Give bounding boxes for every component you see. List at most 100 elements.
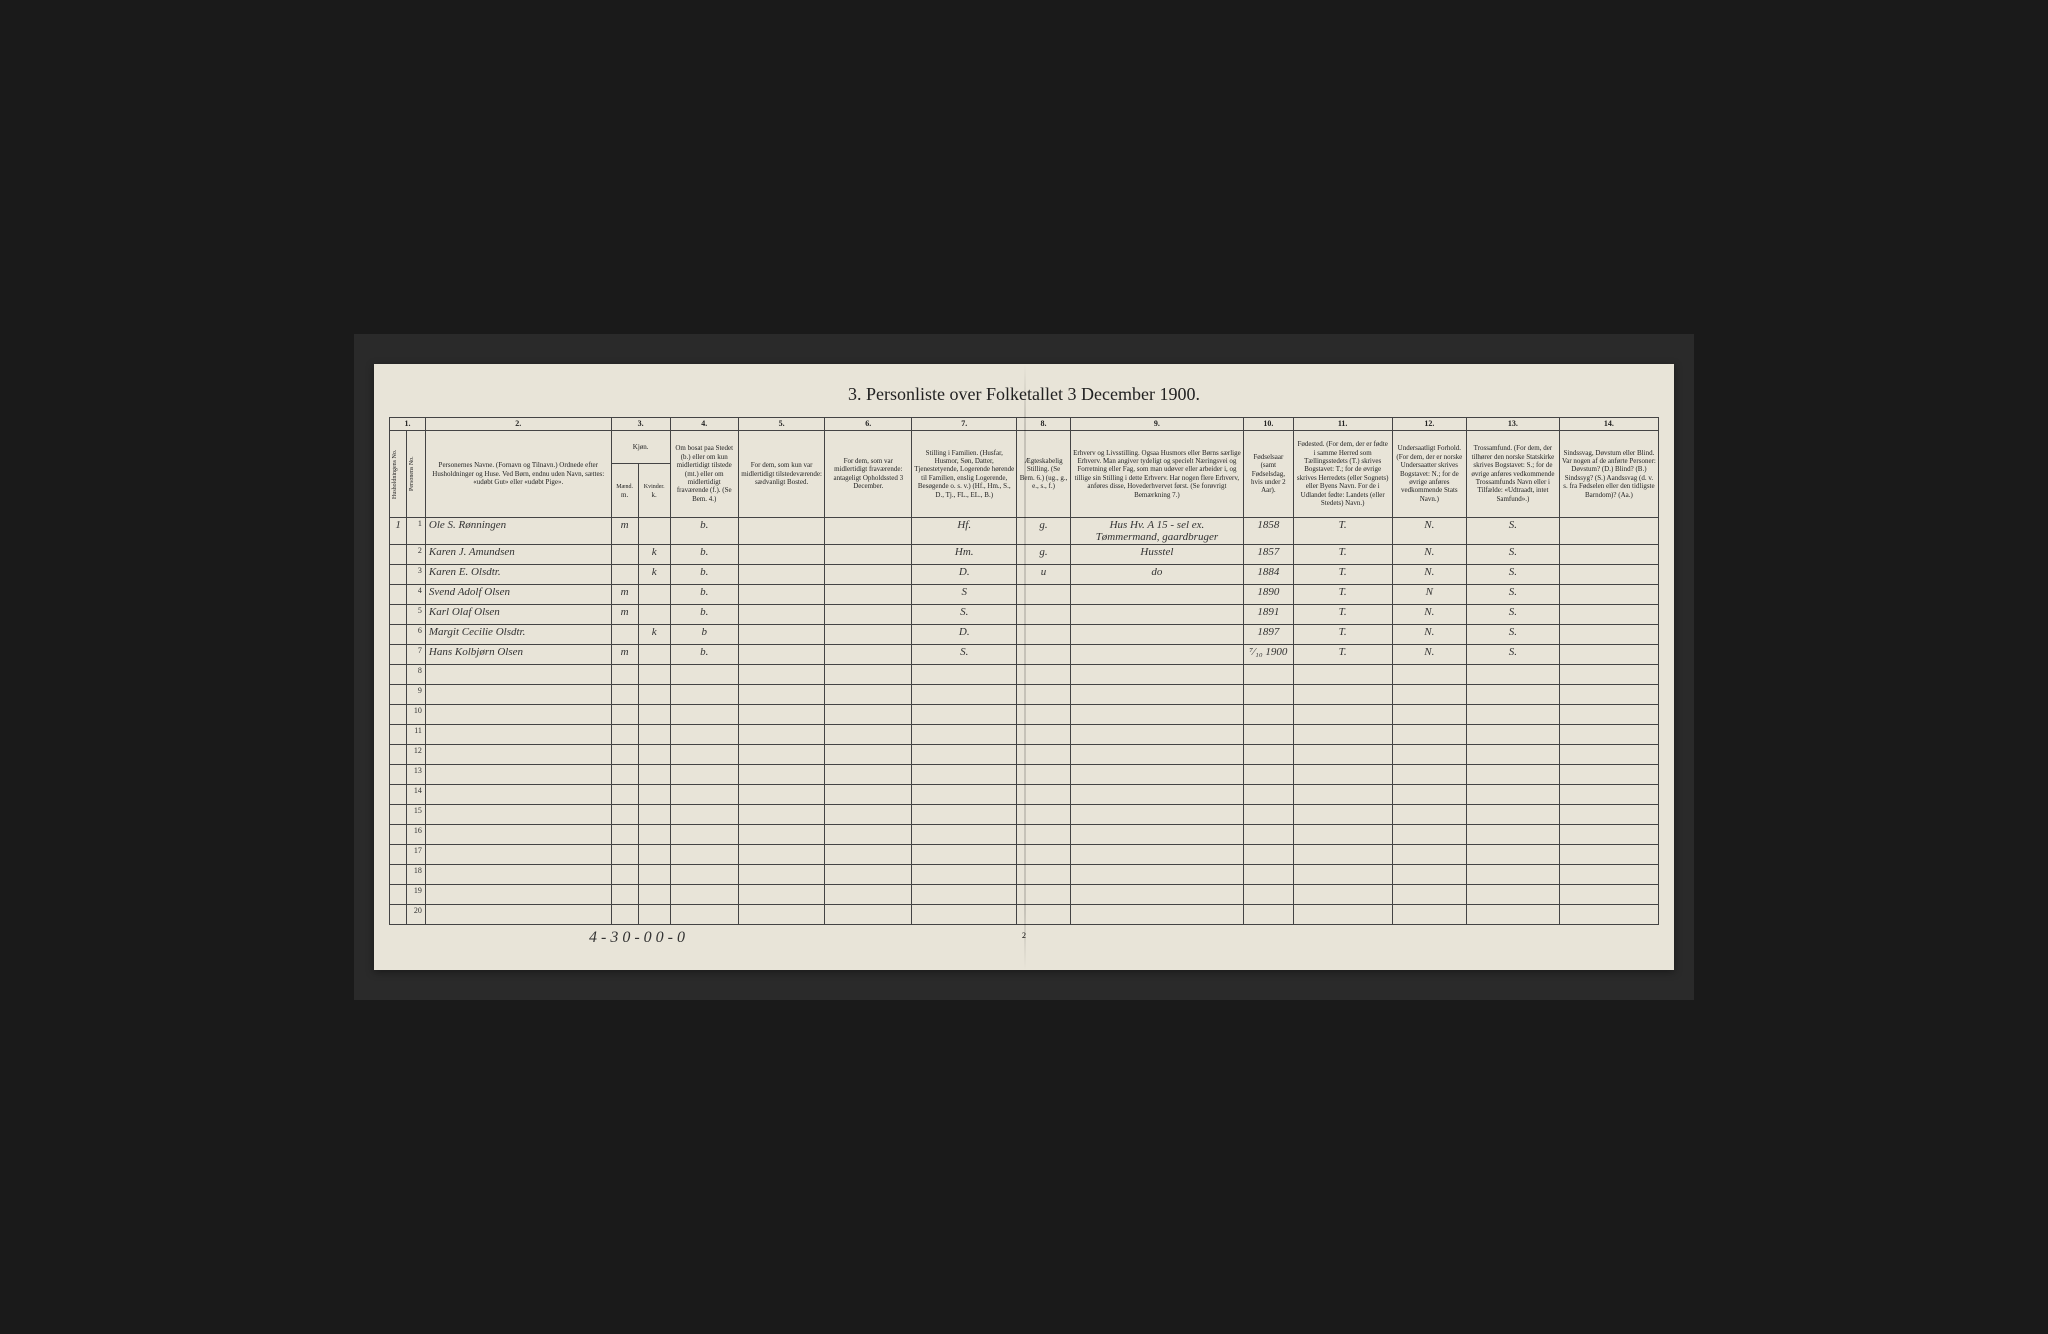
cell xyxy=(390,824,407,844)
cell xyxy=(670,704,738,724)
cell-hh xyxy=(390,544,407,564)
header-residence: Om bosat paa Stedet (b.) eller om kun mi… xyxy=(670,430,738,517)
cell-male xyxy=(611,564,638,584)
cell xyxy=(1466,664,1559,684)
cell xyxy=(1017,864,1070,884)
cell xyxy=(1559,824,1658,844)
cell-person-no: 7 xyxy=(407,644,426,664)
cell xyxy=(611,904,638,924)
cell xyxy=(1017,744,1070,764)
cell xyxy=(1070,844,1243,864)
cell-name: Svend Adolf Olsen xyxy=(425,584,611,604)
cell-person-no: 9 xyxy=(407,684,426,704)
cell xyxy=(638,764,670,784)
cell xyxy=(390,884,407,904)
header-religion: Trossamfund. (For dem, der tilhører den … xyxy=(1466,430,1559,517)
cell xyxy=(1244,704,1294,724)
col-num: 3. xyxy=(611,418,670,431)
cell xyxy=(1244,804,1294,824)
cell-name: Hans Kolbjørn Olsen xyxy=(425,644,611,664)
cell-marital: g. xyxy=(1017,517,1070,544)
cell xyxy=(611,884,638,904)
table-row-empty: 20 xyxy=(390,904,1659,924)
header-name: Personernes Navne. (Fornavn og Tilnavn.)… xyxy=(425,430,611,517)
cell xyxy=(1017,724,1070,744)
cell xyxy=(1392,784,1466,804)
cell xyxy=(1293,844,1392,864)
cell xyxy=(425,904,611,924)
col-num: 14. xyxy=(1559,418,1658,431)
cell xyxy=(638,744,670,764)
cell xyxy=(825,844,912,864)
cell-birthplace: T. xyxy=(1293,544,1392,564)
cell-religion: S. xyxy=(1466,517,1559,544)
table-body: 11Ole S. Rønningenmb.Hf.g.Hus Hv. A 15 -… xyxy=(390,517,1659,924)
cell xyxy=(1392,684,1466,704)
cell xyxy=(1017,844,1070,864)
cell xyxy=(912,664,1017,684)
cell xyxy=(738,664,825,684)
cell xyxy=(1070,664,1243,684)
cell-marital xyxy=(1017,624,1070,644)
cell-c6 xyxy=(825,624,912,644)
cell xyxy=(1293,804,1392,824)
cell-disability xyxy=(1559,517,1658,544)
cell xyxy=(1293,824,1392,844)
cell-nationality: N xyxy=(1392,584,1466,604)
header-disability: Sindssvag, Døvstum eller Blind. Var noge… xyxy=(1559,430,1658,517)
cell-disability xyxy=(1559,644,1658,664)
cell-person-no: 20 xyxy=(407,904,426,924)
cell xyxy=(611,844,638,864)
cell xyxy=(825,704,912,724)
cell-c6 xyxy=(825,544,912,564)
cell-occupation xyxy=(1070,644,1243,664)
cell-hh xyxy=(390,624,407,644)
cell xyxy=(825,884,912,904)
header-male: Mænd.m. xyxy=(611,464,638,518)
cell xyxy=(1392,804,1466,824)
cell-female xyxy=(638,604,670,624)
cell xyxy=(638,664,670,684)
table-row-empty: 14 xyxy=(390,784,1659,804)
cell xyxy=(1392,664,1466,684)
cell-family-pos: S. xyxy=(912,604,1017,624)
table-row: 7Hans Kolbjørn Olsenmb.S.⁷⁄₁₀ 1900T.N.S. xyxy=(390,644,1659,664)
cell-religion: S. xyxy=(1466,604,1559,624)
cell xyxy=(738,704,825,724)
cell-religion: S. xyxy=(1466,544,1559,564)
cell xyxy=(670,764,738,784)
cell xyxy=(1392,904,1466,924)
cell xyxy=(390,784,407,804)
cell xyxy=(390,904,407,924)
cell xyxy=(670,664,738,684)
cell xyxy=(1293,884,1392,904)
cell xyxy=(1244,884,1294,904)
cell xyxy=(638,864,670,884)
cell xyxy=(738,784,825,804)
cell xyxy=(1392,844,1466,864)
cell-marital: g. xyxy=(1017,544,1070,564)
cell-person-no: 17 xyxy=(407,844,426,864)
cell-female xyxy=(638,584,670,604)
cell-religion: S. xyxy=(1466,624,1559,644)
cell xyxy=(1293,704,1392,724)
cell xyxy=(1293,784,1392,804)
cell-hh xyxy=(390,584,407,604)
cell-name: Margit Cecilie Olsdtr. xyxy=(425,624,611,644)
cell-birth-year: ⁷⁄₁₀ 1900 xyxy=(1244,644,1294,664)
cell xyxy=(425,864,611,884)
table-row-empty: 10 xyxy=(390,704,1659,724)
cell xyxy=(1070,724,1243,744)
cell-family-pos: Hf. xyxy=(912,517,1017,544)
cell xyxy=(1392,824,1466,844)
cell xyxy=(1070,784,1243,804)
cell xyxy=(738,864,825,884)
cell-c6 xyxy=(825,604,912,624)
table-row-empty: 17 xyxy=(390,844,1659,864)
cell xyxy=(1559,704,1658,724)
table-row-empty: 9 xyxy=(390,684,1659,704)
cell xyxy=(1466,884,1559,904)
cell xyxy=(638,684,670,704)
col-num: 2. xyxy=(425,418,611,431)
cell-nationality: N. xyxy=(1392,624,1466,644)
